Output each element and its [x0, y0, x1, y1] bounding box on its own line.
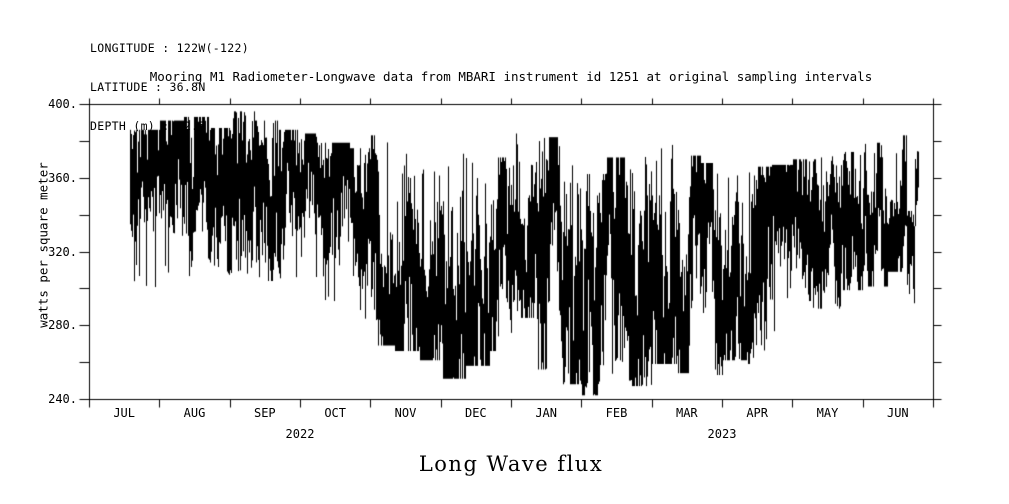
y-tick-label: 240. [48, 392, 77, 406]
depth-label: DEPTH (m) : -2.5 [90, 119, 206, 133]
month-label: MAR [675, 406, 698, 420]
y-tick-label: 400. [48, 97, 77, 111]
caption-long-wave-flux: Long Wave flux [418, 452, 604, 476]
month-label: NOV [394, 406, 417, 420]
y-tick-label: 360. [48, 170, 77, 185]
y-tick-label: 320. [48, 244, 77, 259]
month-label: JAN [535, 406, 557, 420]
y-tick-label: 280. [48, 318, 77, 333]
year-label: 2022 [285, 427, 315, 441]
month-label: JUL [113, 406, 135, 420]
year-label: 2023 [707, 427, 737, 441]
month-label: MAY [816, 406, 839, 420]
plot-title: Mooring M1 Radiometer-Longwave data from… [149, 69, 873, 84]
month-label: JUN [886, 406, 909, 420]
month-label: APR [746, 406, 768, 420]
latitude-label: LATITUDE : 36.8N [90, 80, 206, 94]
month-label: SEP [253, 406, 276, 420]
month-label: DEC [464, 406, 487, 420]
station-header: LONGITUDE : 122W(-122) LATITUDE : 36.8N … [90, 16, 249, 159]
month-label: FEB [605, 406, 628, 420]
month-label: AUG [183, 406, 206, 420]
month-label: OCT [324, 406, 346, 420]
longitude-label: LONGITUDE : 122W(-122) [90, 41, 249, 55]
